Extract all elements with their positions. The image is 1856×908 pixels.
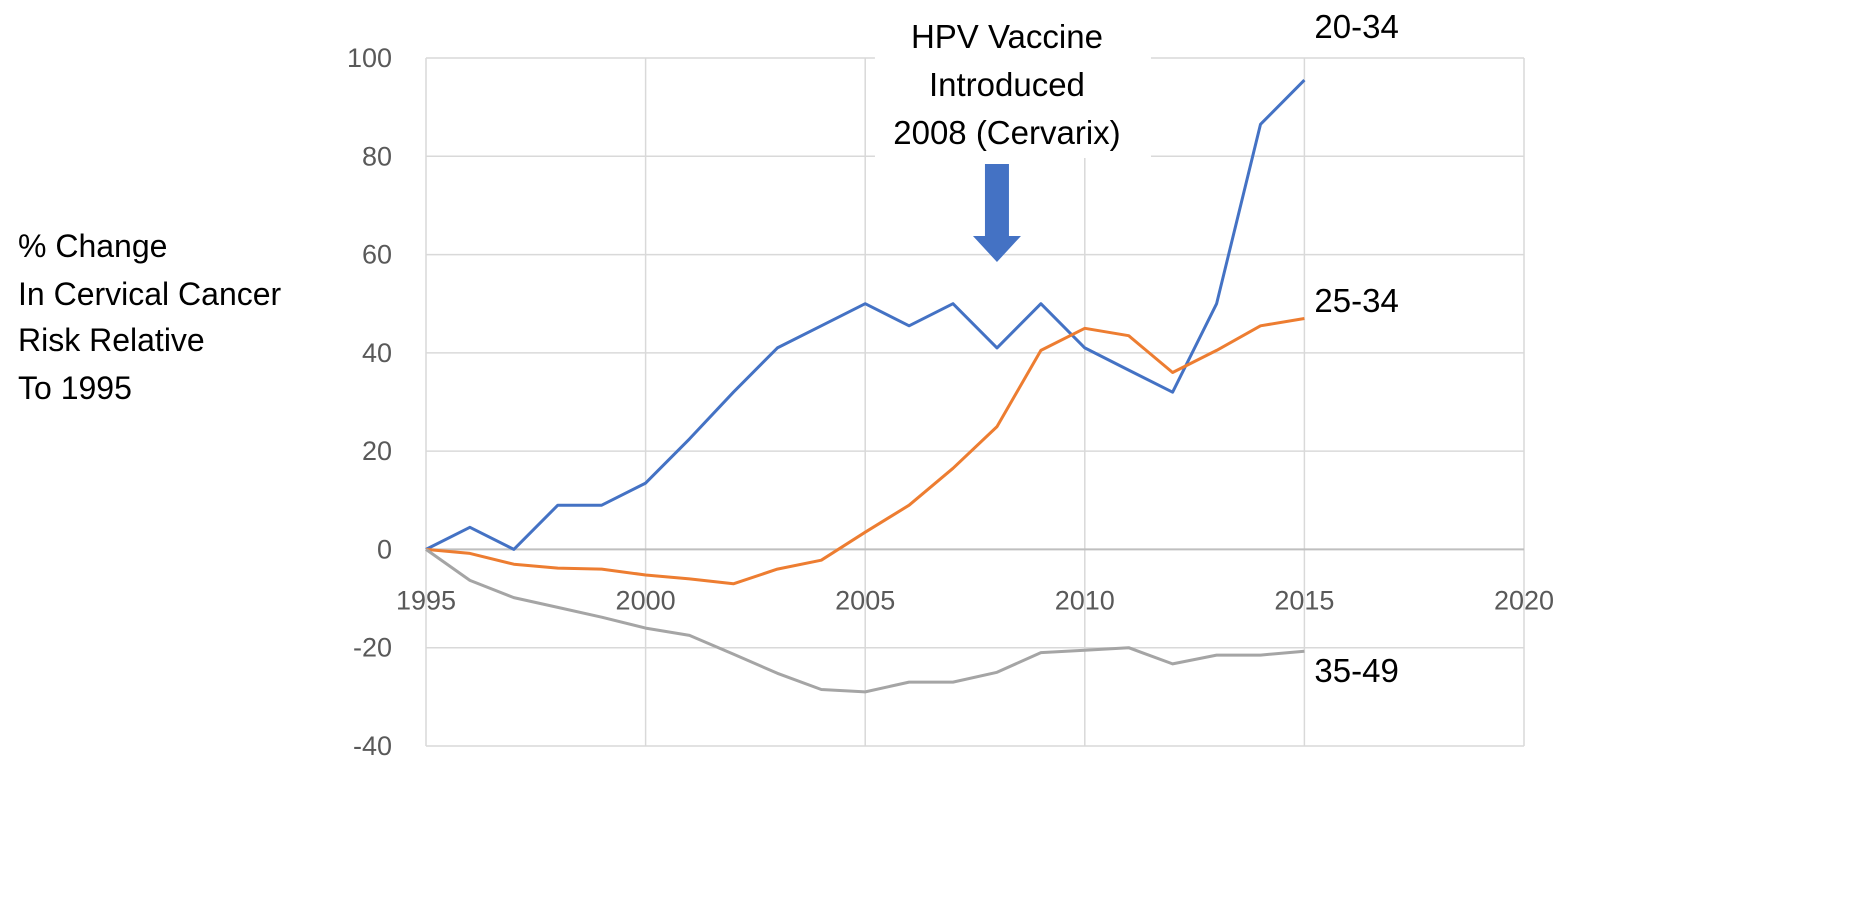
annotation-text-line: 2008 (Cervarix): [893, 114, 1120, 151]
gridlines: [425, 57, 1525, 747]
y-tick-label: 100: [347, 43, 392, 73]
x-tick-label: 2010: [1055, 585, 1115, 615]
x-tick-label: 2020: [1494, 585, 1554, 615]
y-axis-label-line: % Change: [18, 228, 168, 264]
y-axis-label-line: To 1995: [18, 370, 132, 406]
axes: -40 -20 0 20 40 60 80 100 1995 2000 2005 2010 2015 20…: [347, 43, 1554, 761]
annotation-text-line: Introduced: [929, 66, 1085, 103]
down-arrow-icon: [972, 164, 1021, 262]
y-tick-label: -40: [353, 731, 392, 761]
series-label-25-34: 25-34: [1314, 282, 1398, 319]
series-label-20-34: 20-34: [1314, 8, 1398, 45]
annotation-text-line: HPV Vaccine: [911, 18, 1103, 55]
annotation-box: [874, 10, 1151, 158]
series-lines: [425, 79, 1306, 694]
x-tick-label: 2005: [835, 585, 895, 615]
series-line-35-49: [425, 548, 1305, 694]
x-tick-label: 2015: [1274, 585, 1334, 615]
y-tick-label: 80: [362, 141, 392, 171]
y-tick-label: 20: [362, 436, 392, 466]
y-tick-label: 60: [362, 240, 392, 270]
x-tick-label: 2000: [616, 585, 676, 615]
series-labels: 20-34 25-34 35-49: [1314, 8, 1398, 689]
annotation: HPV Vaccine Introduced 2008 (Cervarix): [893, 18, 1121, 262]
y-tick-label: 0: [377, 534, 392, 564]
y-axis-label-line: Risk Relative: [18, 322, 205, 358]
y-tick-label: -20: [353, 633, 392, 663]
y-tick-label: 40: [362, 338, 392, 368]
series-line-25-34: [425, 317, 1305, 586]
y-axis-label-line: In Cervical Cancer: [18, 276, 282, 312]
series-label-35-49: 35-49: [1314, 652, 1398, 689]
annotation-background: [874, 10, 1151, 158]
series-line-20-34: [425, 79, 1306, 551]
x-tick-label: 1995: [396, 585, 456, 615]
